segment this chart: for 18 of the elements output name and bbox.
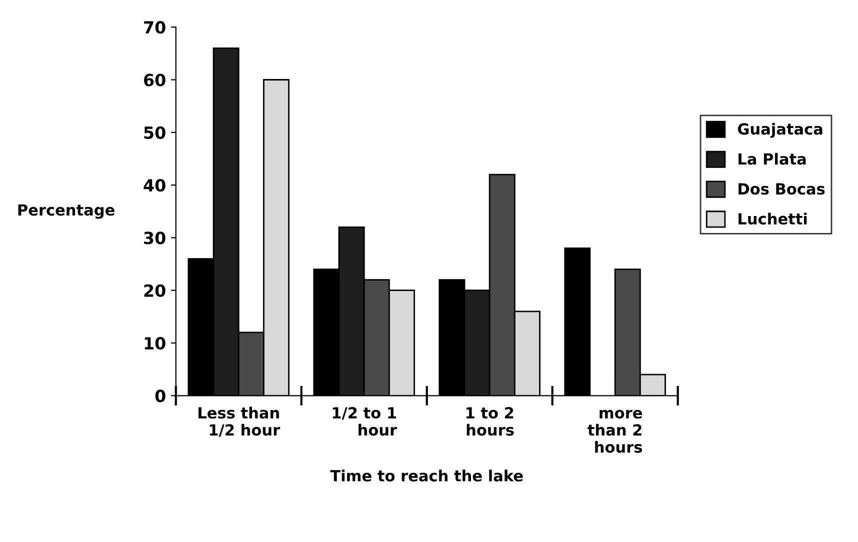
x-tick-label: 1/2 to 1 hour [332,407,398,436]
y-tick-label: 20 [144,284,166,297]
y-tick-label: 60 [144,74,166,86]
y-tick-label: 30 [144,232,166,244]
x-tick-label: more than 2 hours [588,410,642,453]
x-tick-label: Less than 1/2 hour [198,406,280,437]
legend-label: Guajataca [738,122,822,138]
y-tick-label: 10 [144,336,166,350]
x-tick-label: 1 to 2 hours [466,407,514,436]
y-axis-title: Percentage [18,204,114,219]
y-tick-label: 50 [144,126,166,139]
legend-label: Dos Bocas [738,183,825,195]
legend-label: Luchetti [738,212,807,225]
x-axis-title: Time to reach the lake [330,470,523,482]
legend-label: La Plata [738,152,806,165]
y-tick-label: 40 [144,179,166,192]
y-tick-label: 0 [155,390,166,402]
y-tick-label: 70 [144,21,166,34]
